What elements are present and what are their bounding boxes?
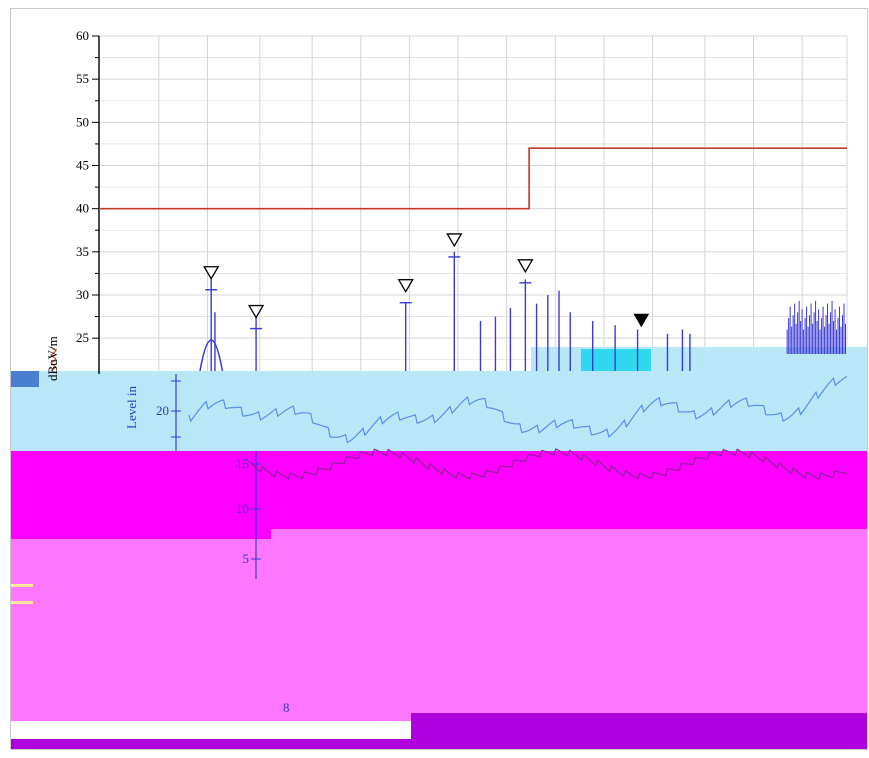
- pink-band-step: [271, 529, 867, 547]
- peak-marker-open: [397, 279, 414, 293]
- band-block: [11, 371, 39, 387]
- ylabel-squiggle: [50, 346, 57, 372]
- glitch-bands: [11, 347, 867, 749]
- y-tick-label: 35: [76, 244, 89, 259]
- pink-band: [11, 539, 867, 721]
- yellow-mark: [11, 601, 33, 604]
- purple-band-low: [11, 739, 411, 749]
- y-tick-label: 45: [76, 158, 89, 173]
- y-tick-label: 30: [76, 287, 89, 302]
- y-tick-label: 60: [76, 28, 89, 43]
- limit-line: [99, 147, 847, 210]
- yellow-mark: [11, 584, 33, 587]
- emission-chart: 25 30 35 40 45 50 55 60 20 15 10 5 dBuV/m Level in …: [11, 28, 867, 749]
- y-axis: 25 30 35 40 45 50 55 60 20 15 10 5: [76, 28, 261, 579]
- inner-tick-label: 10: [236, 501, 249, 516]
- magenta-band: [11, 451, 867, 539]
- y-tick-label: 25: [76, 330, 89, 345]
- peak-marker-open: [247, 304, 265, 319]
- inner-tick-label: 20: [156, 403, 169, 418]
- purple-band: [411, 713, 867, 749]
- y-axis-label: dBuV/m: [45, 336, 60, 381]
- y-tick-label: 55: [76, 71, 89, 86]
- peak-marker-open: [517, 259, 534, 274]
- chart-frame: 25 30 35 40 45 50 55 60 20 15 10 5 dBuV/m Level in …: [10, 8, 868, 750]
- peak-marker-open: [203, 266, 220, 281]
- y-tick-label: 40: [76, 201, 89, 216]
- measurement-trace: [188, 251, 848, 480]
- cyan-band: [11, 371, 867, 451]
- limit-line-path: [99, 147, 847, 210]
- inner-tick-label: 5: [243, 551, 250, 566]
- labels: dBuV/m Level in 8: [45, 336, 290, 715]
- trace-magenta: [248, 448, 848, 480]
- y-axis-label-fragment: Level in: [124, 386, 139, 429]
- trace-hump: [199, 339, 224, 372]
- peak-marker-open: [446, 233, 463, 248]
- cyan-block: [581, 349, 651, 371]
- peak-markers: [50, 233, 650, 372]
- bottom-label-fragment: 8: [283, 700, 290, 715]
- inner-tick-label: 15: [236, 456, 249, 471]
- trace-inner: [188, 375, 848, 444]
- y-tick-label: 50: [76, 114, 89, 129]
- peak-marker-filled: [633, 313, 650, 328]
